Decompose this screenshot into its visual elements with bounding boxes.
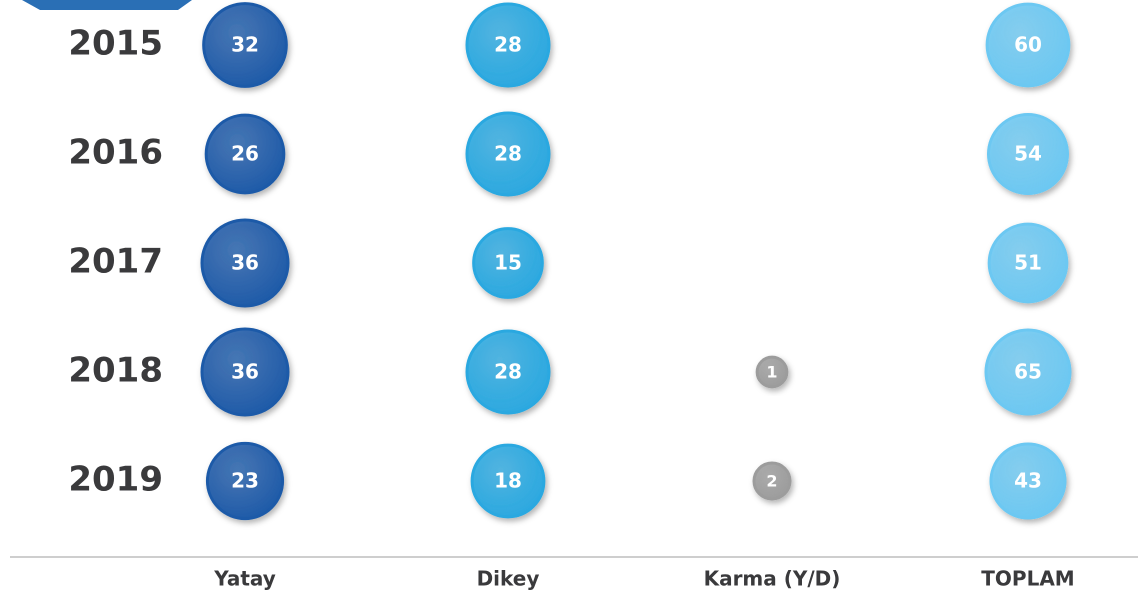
bubble	[472, 227, 544, 299]
bubble	[205, 441, 285, 521]
bubble	[985, 2, 1071, 88]
value-label: 15	[494, 251, 522, 275]
year-label: 2017	[68, 242, 163, 282]
bubble	[204, 113, 286, 195]
column-label: Karma (Y/D)	[704, 567, 841, 591]
value-label: 28	[494, 142, 522, 166]
year-label: 2016	[68, 133, 163, 173]
top-tab	[22, 0, 192, 10]
bubble	[752, 461, 792, 501]
bubble	[755, 355, 789, 389]
year-label: 2015	[68, 24, 163, 64]
value-label: 26	[231, 142, 259, 166]
column-label: Dikey	[477, 567, 540, 591]
value-label: 36	[231, 251, 259, 275]
value-label: 51	[1014, 251, 1042, 275]
bubble	[200, 327, 290, 417]
bubble	[989, 442, 1067, 520]
value-label: 28	[494, 360, 522, 384]
bubble	[200, 218, 290, 308]
bubble	[984, 328, 1072, 416]
value-label: 1	[766, 363, 777, 382]
column-label: TOPLAM	[981, 567, 1074, 591]
bubble	[465, 329, 551, 415]
value-label: 60	[1014, 33, 1042, 57]
value-label: 23	[231, 469, 259, 493]
value-label: 65	[1014, 360, 1042, 384]
bubble	[465, 2, 551, 88]
value-label: 54	[1014, 142, 1042, 166]
column-label: Yatay	[213, 567, 276, 591]
value-label: 18	[494, 469, 522, 493]
value-label: 36	[231, 360, 259, 384]
bubble	[465, 111, 551, 197]
bubble	[470, 443, 546, 519]
bubble	[202, 2, 288, 88]
year-label: 2019	[68, 460, 163, 500]
value-label: 32	[231, 33, 259, 57]
bubble	[987, 222, 1069, 304]
value-label: 43	[1014, 469, 1042, 493]
value-label: 2	[766, 472, 777, 491]
value-label: 28	[494, 33, 522, 57]
year-label: 2018	[68, 351, 163, 391]
bubble	[986, 112, 1070, 196]
